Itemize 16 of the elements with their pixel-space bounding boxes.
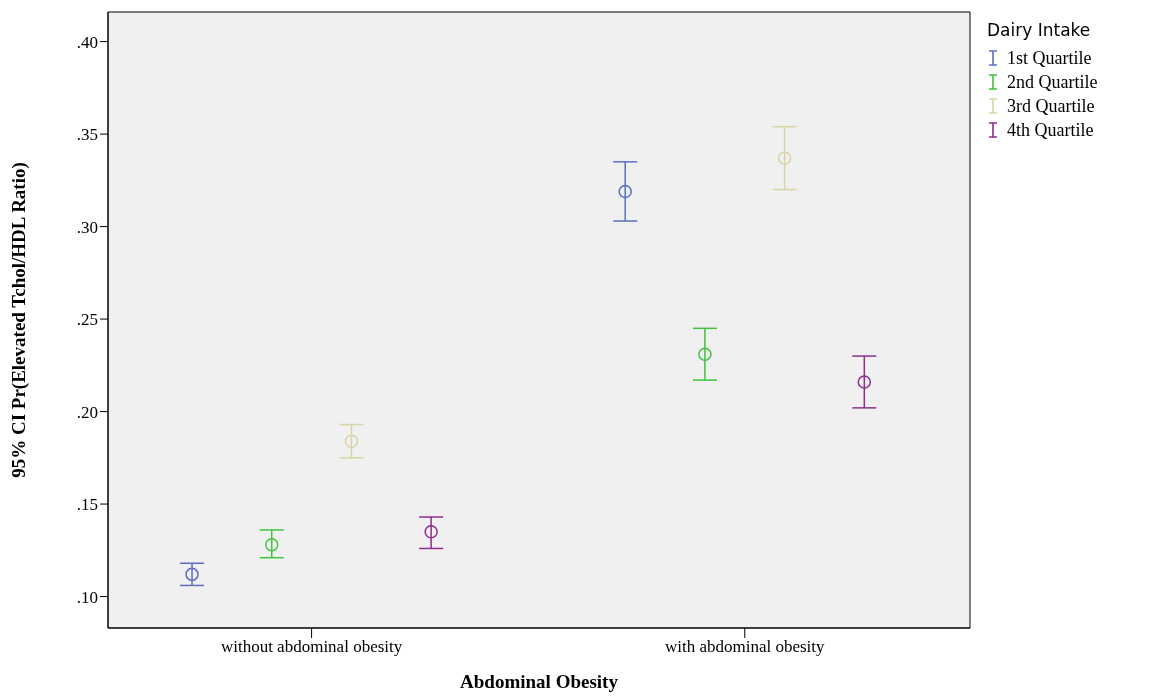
legend-label: 3rd Quartile	[1007, 95, 1095, 117]
legend-label: 4th Quartile	[1007, 119, 1094, 141]
y-axis-title: 95% CI Pr(Elevated Tchol/HDL Ratio)	[7, 162, 30, 478]
y-tick-label: .25	[76, 310, 98, 330]
y-tick-label: .15	[76, 495, 98, 515]
y-tick-label: .35	[76, 125, 98, 145]
y-tick-label: .20	[76, 402, 98, 422]
legend-label: 1st Quartile	[1007, 47, 1092, 69]
y-tick-label: .10	[76, 587, 98, 607]
legend-label: 2nd Quartile	[1007, 71, 1098, 93]
x-tick-label: with abdominal obesity	[664, 637, 826, 657]
x-axis-title: Abdominal Obesity	[460, 671, 619, 692]
y-tick-label: .40	[76, 32, 98, 52]
x-tick-label: without abdominal obesity	[220, 637, 403, 657]
y-tick-label: .30	[76, 217, 98, 237]
legend-title: Dairy Intake	[987, 20, 1092, 40]
